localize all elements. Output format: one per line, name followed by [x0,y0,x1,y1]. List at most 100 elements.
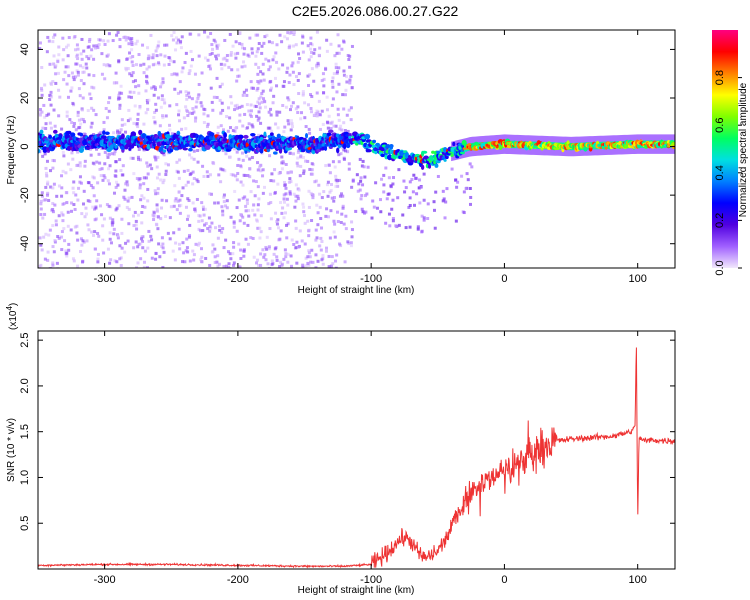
spectrogram-speckle [152,85,156,89]
spectrogram-speckle [341,204,345,208]
spectrogram-speckle [39,202,43,206]
spectrogram-speckle [76,73,80,77]
spectrogram-cell [431,150,435,154]
spectrogram-speckle [242,173,246,177]
spectrogram-speckle [108,237,112,241]
spectrogram-speckle [341,93,345,97]
spectrogram-speckle [273,76,277,80]
spectrogram-speckle [194,242,198,246]
spectrogram-speckle [282,200,286,204]
spectrogram-speckle [404,186,408,190]
spectrogram-speckle [156,227,160,231]
spectrogram-speckle [146,199,150,203]
spectrogram-cell [269,132,274,137]
spectrogram-speckle [275,222,279,226]
spectrogram-speckle [196,180,200,184]
spectrogram-speckle [85,55,89,59]
spectrogram-speckle [238,31,242,35]
spectrogram-speckle [320,258,324,262]
spectrogram-speckle [284,105,288,109]
spectrogram-speckle [291,152,295,156]
spectrogram-speckle [145,74,149,78]
spectrogram-cell [364,133,371,140]
spectrogram-speckle [283,125,287,129]
spectrogram-cell [336,147,340,154]
spectrogram-speckle [76,57,80,61]
spectrogram-speckle [318,127,322,131]
spectrogram-speckle [296,194,300,198]
spectrogram-speckle [70,201,74,205]
spectrogram-speckle [78,125,82,129]
spectrogram-speckle [286,203,290,207]
spectrogram-speckle [239,256,243,260]
spectrogram-speckle [339,220,343,224]
spectrogram-speckle [53,33,57,37]
spectrogram-speckle [173,87,177,91]
spectrogram-speckle [184,127,188,131]
spectrogram-speckle [177,227,181,231]
spectrogram-speckle [73,207,77,211]
spectrogram-speckle [103,77,107,81]
spectrogram-speckle [116,183,120,187]
spectrogram-speckle [288,108,292,112]
spectrogram-speckle [300,239,304,243]
spectrogram-speckle [254,105,258,109]
spectrogram-speckle [150,256,154,260]
spectrogram-speckle [130,40,134,44]
spectrogram-speckle [192,176,196,180]
spectrogram-speckle [136,261,140,265]
spectrogram-speckle [445,187,449,191]
spectrogram-cell [66,145,72,151]
spectrogram-speckle [103,162,107,166]
spectrogram-speckle [120,91,124,95]
spectrogram-speckle [139,242,143,246]
spectrogram-speckle [51,186,55,190]
spectrogram-speckle [357,182,361,186]
spectrogram-speckle [257,263,261,267]
spectrogram-speckle [309,42,313,46]
spectrogram-speckle [310,95,314,99]
spectrogram-speckle [301,265,305,268]
spectrogram-speckle [270,172,274,176]
spectrogram-speckle [39,263,43,267]
spectrogram-speckle [216,264,220,268]
spectrogram-speckle [324,249,328,253]
spectrogram-speckle [51,224,55,228]
spectrogram-speckle [441,189,445,193]
spectrogram-speckle [151,53,155,57]
spectrogram-speckle [225,114,229,118]
spectrogram-speckle [415,192,419,196]
spectrogram-speckle [72,191,76,195]
spectrogram-speckle [175,72,179,76]
spectrogram-speckle [326,180,330,184]
spectrogram-speckle [49,169,53,173]
spectrogram-speckle [249,80,253,84]
spectrogram-speckle [125,57,129,61]
spectrogram-speckle [149,234,153,238]
spectrogram-speckle [92,108,96,112]
spectrogram-speckle [228,32,232,36]
spectrogram-speckle [199,101,203,105]
spectrogram-speckle [77,186,81,190]
spectrogram-speckle [256,185,260,189]
spectrogram-speckle [128,51,132,55]
spectrogram-speckle [124,68,128,72]
spectrogram-speckle [159,178,163,182]
spectrogram-speckle [259,214,263,218]
spectrogram-speckle [360,207,364,211]
spectrogram-speckle [184,183,188,187]
spectrogram-speckle [160,94,164,98]
spectrogram-speckle [288,190,292,194]
spectrogram-speckle [274,211,278,215]
spectrogram-speckle [321,122,325,126]
spectrogram-speckle [331,85,335,89]
colorbar-tick-label: 0.0 [714,260,726,275]
spectrogram-speckle [345,75,349,79]
spectrogram-speckle [443,216,447,220]
spectrogram-speckle [108,231,112,235]
spectrogram-speckle [344,227,348,231]
spectrogram-speckle [259,263,263,267]
spectrogram-speckle [464,187,468,191]
spectrogram-speckle [308,73,312,77]
spectrogram-speckle [295,261,299,265]
